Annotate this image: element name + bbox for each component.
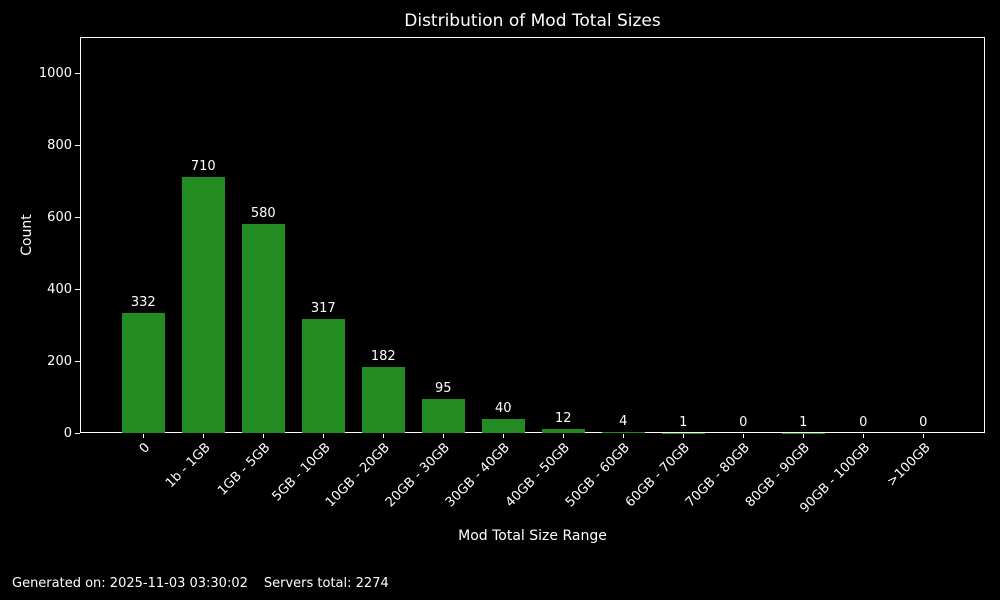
bar-value-label: 12	[555, 410, 572, 426]
x-tick-mark	[862, 434, 864, 438]
bar	[301, 318, 345, 433]
x-tick-mark	[802, 434, 804, 438]
y-tick-label: 600	[47, 209, 72, 225]
bar	[601, 431, 645, 433]
bar	[421, 398, 465, 433]
bar	[181, 177, 225, 433]
x-axis-title: Mod Total Size Range	[458, 528, 607, 544]
bar-value-label: 0	[919, 415, 928, 430]
x-tick-mark	[322, 434, 324, 438]
y-tick-mark	[75, 72, 80, 74]
x-tick-label: 5GB - 10GB	[269, 440, 334, 505]
x-tick-mark	[562, 434, 564, 438]
bar-value-label: 317	[310, 300, 336, 316]
y-tick-label: 400	[47, 281, 72, 297]
bar-value-label: 4	[619, 413, 628, 429]
x-tick-mark	[502, 434, 504, 438]
footer-status-bar: Generated on: 2025-11-03 03:30:02 Servers…	[12, 576, 389, 591]
bar	[121, 313, 165, 433]
y-tick-mark	[75, 144, 80, 146]
x-tick-label: >100GB	[883, 440, 934, 490]
x-tick-label: 0	[136, 440, 154, 457]
x-tick-mark	[682, 434, 684, 438]
y-axis-title: Count	[19, 214, 35, 256]
x-tick-mark	[922, 434, 924, 438]
servers-total: Servers total: 2274	[263, 576, 389, 591]
bar-value-label: 40	[495, 400, 512, 416]
bar-value-label: 0	[859, 415, 868, 430]
x-tick-mark	[262, 434, 264, 438]
bar-value-label: 332	[130, 295, 156, 311]
x-tick-mark	[382, 434, 384, 438]
bar-value-label: 95	[435, 380, 452, 396]
x-tick-label: 1GB - 5GB	[214, 440, 274, 499]
bar	[241, 224, 285, 433]
x-tick-mark	[622, 434, 624, 438]
x-tick-label: 1b - 1GB	[162, 440, 214, 492]
y-tick-label: 1000	[38, 65, 72, 81]
bar-value-label: 580	[250, 206, 276, 222]
y-tick-mark	[75, 360, 80, 362]
bar	[481, 418, 525, 433]
generated-timestamp: Generated on: 2025-11-03 03:30:02	[12, 576, 248, 591]
y-tick-label: 800	[47, 137, 72, 153]
x-tick-mark	[742, 434, 744, 438]
y-tick-mark	[75, 216, 80, 218]
y-tick-mark	[75, 432, 80, 434]
y-tick-label: 0	[63, 425, 72, 441]
x-tick-mark	[442, 434, 444, 438]
x-tick-mark	[142, 434, 144, 438]
chart-title: Distribution of Mod Total Sizes	[404, 11, 661, 31]
plot-area-frame	[80, 37, 985, 433]
bar-value-label: 710	[190, 159, 216, 175]
bar-value-label: 1	[679, 414, 688, 430]
x-tick-mark	[202, 434, 204, 438]
y-tick-mark	[75, 288, 80, 290]
bar	[541, 428, 585, 433]
bar	[361, 367, 405, 433]
bar-value-label: 0	[739, 415, 748, 430]
bar-value-label: 182	[370, 349, 396, 365]
bar-value-label: 1	[799, 414, 808, 430]
y-tick-label: 200	[47, 353, 72, 369]
